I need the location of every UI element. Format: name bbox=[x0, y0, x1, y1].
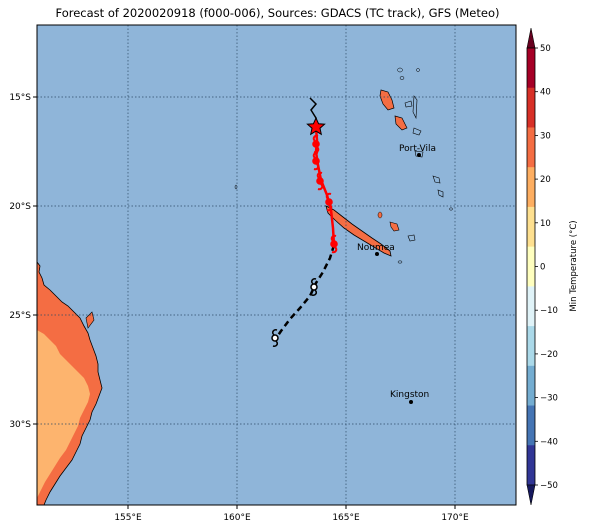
colorbar-tick-label: 0 bbox=[540, 263, 545, 273]
malakula-island bbox=[394, 115, 408, 131]
lat-tick-label: 20°S bbox=[9, 202, 31, 212]
city-noumea: Noumea bbox=[357, 243, 395, 256]
star-icon bbox=[306, 116, 326, 136]
colorbar-tick-label: 50 bbox=[540, 44, 551, 54]
colorbar-tick-label: 20 bbox=[540, 175, 551, 185]
colorbar-tick-label: −10 bbox=[540, 306, 558, 316]
forecast-cyclone-icons bbox=[271, 278, 318, 347]
torres-island bbox=[416, 68, 420, 72]
tanna-island bbox=[437, 189, 444, 198]
lat-tick-label: 30°S bbox=[9, 420, 31, 430]
city-kingston: Kingston bbox=[390, 390, 429, 404]
colorbar-band bbox=[527, 167, 535, 208]
city-label: Noumea bbox=[357, 243, 395, 253]
graticule bbox=[37, 25, 516, 505]
cyclone-icon bbox=[330, 234, 338, 254]
lat-tick-label: 15°S bbox=[9, 93, 31, 103]
colorbar-band bbox=[527, 127, 535, 168]
isle-of-pines bbox=[397, 260, 403, 264]
colorbar-tick-label: 10 bbox=[540, 219, 551, 229]
cyclone-icon bbox=[310, 278, 318, 296]
epi-island bbox=[412, 127, 422, 136]
map-title: Forecast of 2020020918 (f000-006), Sourc… bbox=[55, 6, 500, 20]
lon-tick-label: 170°E bbox=[441, 513, 469, 523]
axis-ticks bbox=[33, 96, 456, 509]
colorbar-band bbox=[527, 87, 535, 128]
lifou-island bbox=[389, 221, 400, 232]
coastal-spur bbox=[85, 311, 95, 329]
colorbar-tick-label: −40 bbox=[540, 437, 558, 447]
pentecost-island bbox=[412, 95, 418, 120]
city-port-vila: Port-Vila bbox=[399, 144, 436, 157]
cyclone-icon bbox=[316, 171, 324, 191]
lon-tick-label: 160°E bbox=[223, 513, 251, 523]
banks-island-2 bbox=[399, 76, 405, 80]
city-label: Port-Vila bbox=[399, 144, 436, 154]
lon-tick-label: 165°E bbox=[332, 513, 360, 523]
cyclone-icon bbox=[312, 151, 320, 171]
colorbar-tick-label: 30 bbox=[540, 131, 551, 141]
colorbar-tick-label: −50 bbox=[540, 481, 558, 491]
colorbar-tick-label: −20 bbox=[540, 350, 558, 360]
colorbar-tick-label: 40 bbox=[540, 88, 551, 98]
colorbar-band bbox=[527, 286, 535, 327]
ocean-area bbox=[37, 25, 516, 505]
cyclone-icon bbox=[325, 192, 333, 212]
new-caledonia-island bbox=[325, 205, 392, 257]
colorbar-band bbox=[527, 206, 535, 248]
colorbar: 50 40 30 20 10 0 −10 −20 −30 −40 −50 Min Temperatu… bbox=[526, 27, 579, 506]
ambae-island bbox=[404, 100, 413, 108]
lon-tick-label: 155°E bbox=[114, 513, 142, 523]
colorbar-tick-label: −30 bbox=[540, 394, 558, 404]
colorbar-band bbox=[527, 445, 535, 486]
lat-tick-label: 25°S bbox=[9, 311, 31, 321]
mare-island bbox=[407, 234, 416, 242]
banks-island-1 bbox=[397, 67, 403, 73]
cyclone-icon bbox=[312, 134, 320, 154]
colorbar-top-extend bbox=[526, 27, 536, 49]
colorbar-bottom-extend bbox=[526, 484, 536, 506]
colorbar-band bbox=[527, 246, 535, 287]
observed-cyclone-icons bbox=[312, 134, 338, 254]
colorbar-label: Min Temperature (°C) bbox=[569, 220, 579, 311]
cyclone-icon bbox=[271, 329, 279, 347]
colorbar-band bbox=[527, 365, 535, 407]
city-label: Kingston bbox=[390, 390, 429, 400]
colorbar-band bbox=[527, 405, 535, 446]
ouvea-island bbox=[377, 211, 383, 219]
aneityum-island bbox=[449, 207, 453, 211]
colorbar-band bbox=[527, 48, 535, 89]
erromango-island bbox=[432, 175, 441, 184]
map-frame bbox=[36, 24, 517, 506]
australia-warm-region bbox=[37, 330, 90, 498]
colorbar-band bbox=[527, 326, 535, 367]
